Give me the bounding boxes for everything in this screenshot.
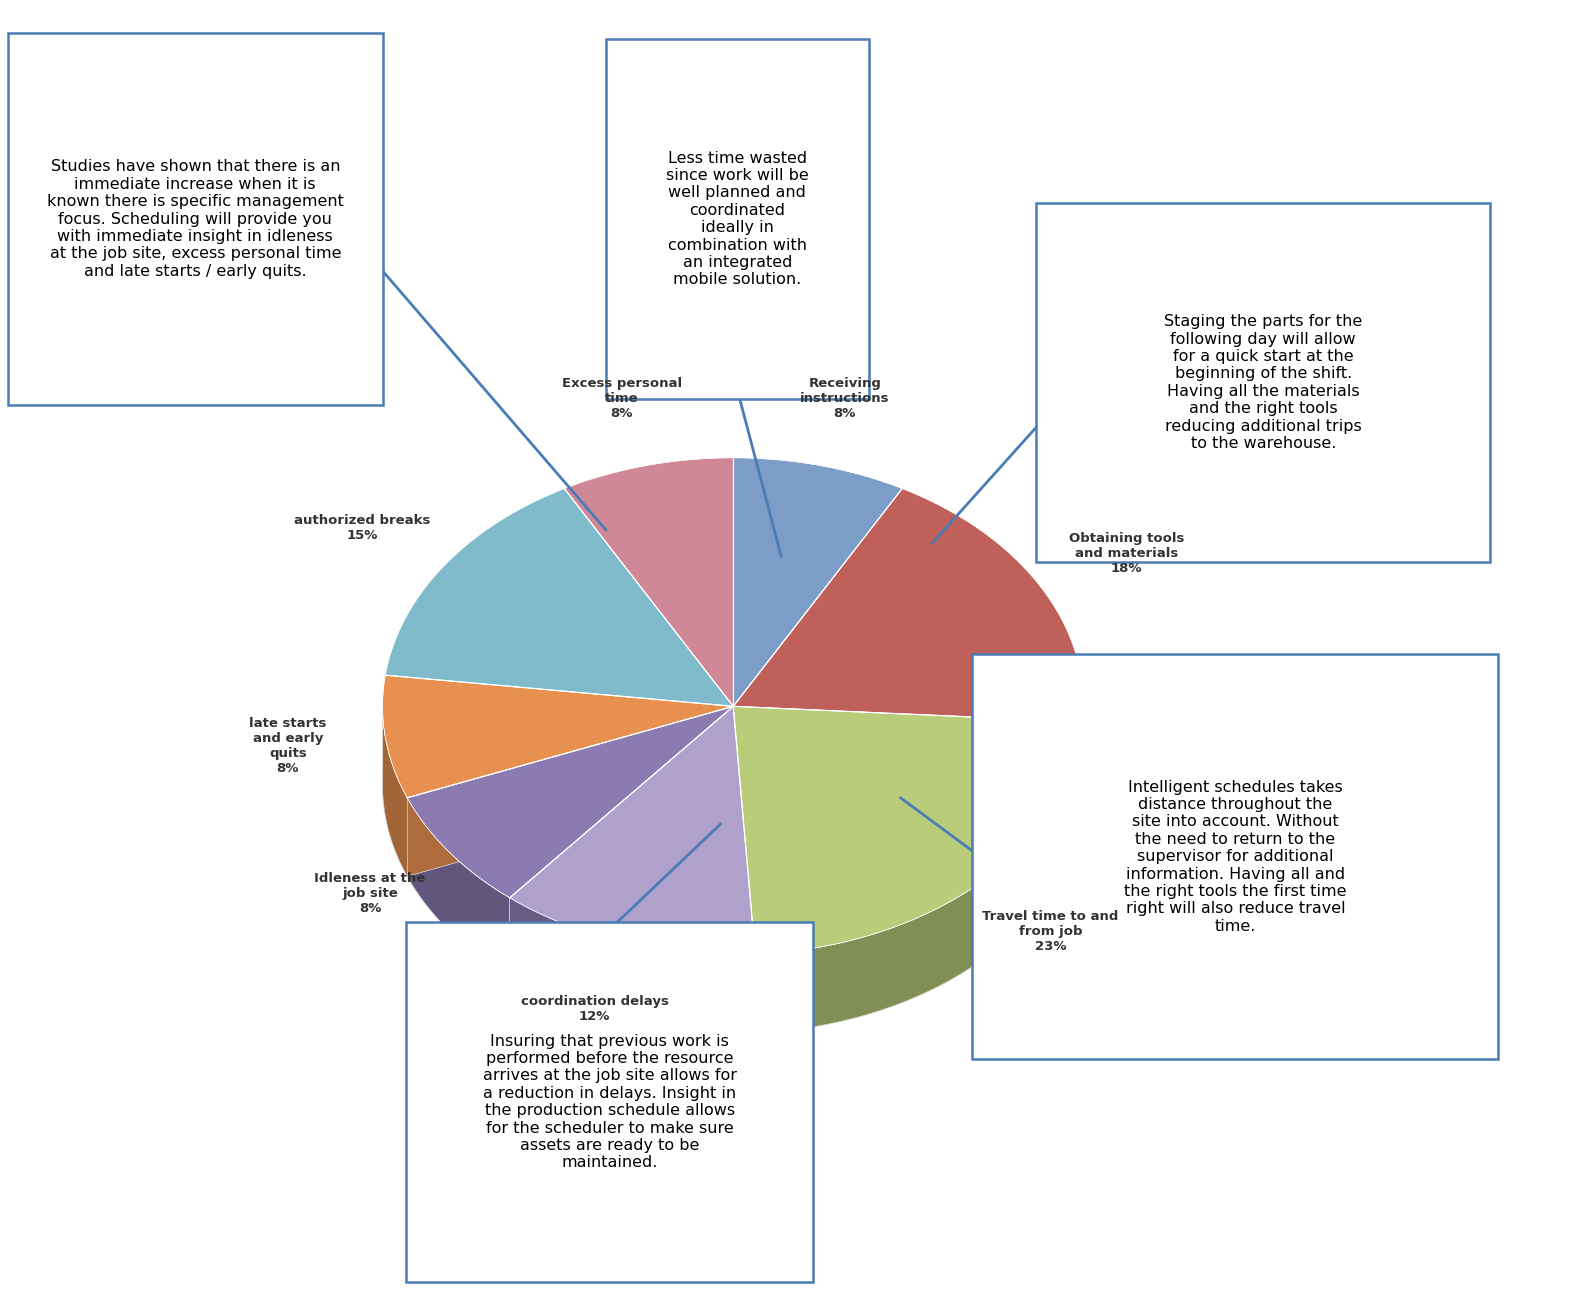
Point xyxy=(1035,411,1054,426)
Text: Excess personal
time
8%: Excess personal time 8% xyxy=(561,377,682,420)
FancyBboxPatch shape xyxy=(406,922,813,1282)
Line: 2 pts: 2 pts xyxy=(611,824,720,929)
Polygon shape xyxy=(733,489,1084,722)
Text: Staging the parts for the
following day will allow
for a quick start at the
begi: Staging the parts for the following day … xyxy=(1164,314,1363,451)
Polygon shape xyxy=(733,706,756,1033)
Polygon shape xyxy=(383,675,733,798)
Point xyxy=(601,921,620,937)
Text: coordination delays
12%: coordination delays 12% xyxy=(521,995,668,1023)
Text: Idleness at the
job site
8%: Idleness at the job site 8% xyxy=(314,872,426,914)
Polygon shape xyxy=(406,706,733,897)
Ellipse shape xyxy=(383,536,1084,1033)
Line: 2 pts: 2 pts xyxy=(738,392,781,556)
Point xyxy=(891,790,910,806)
Text: Intelligent schedules takes
distance throughout the
site into account. Without
t: Intelligent schedules takes distance thr… xyxy=(1124,780,1347,934)
Polygon shape xyxy=(386,489,733,706)
Polygon shape xyxy=(733,706,1084,955)
Point xyxy=(596,522,615,538)
Polygon shape xyxy=(383,706,406,876)
Polygon shape xyxy=(510,706,756,955)
FancyBboxPatch shape xyxy=(972,654,1498,1059)
Point xyxy=(711,816,730,832)
Text: Receiving
instructions
8%: Receiving instructions 8% xyxy=(800,377,889,420)
Text: Less time wasted
since work will be
well planned and
coordinated
ideally in
comb: Less time wasted since work will be well… xyxy=(666,150,808,288)
Polygon shape xyxy=(406,798,510,976)
Line: 2 pts: 2 pts xyxy=(901,798,980,857)
Text: late starts
and early
quits
8%: late starts and early quits 8% xyxy=(249,717,327,776)
Polygon shape xyxy=(406,706,733,876)
Polygon shape xyxy=(733,706,756,1033)
Text: authorized breaks
15%: authorized breaks 15% xyxy=(293,514,430,542)
FancyBboxPatch shape xyxy=(8,33,383,405)
Point xyxy=(971,849,990,865)
Polygon shape xyxy=(733,706,1084,800)
Text: Travel time to and
from job
23%: Travel time to and from job 23% xyxy=(982,910,1119,952)
Text: Obtaining tools
and materials
18%: Obtaining tools and materials 18% xyxy=(1070,531,1184,574)
Point xyxy=(365,254,384,269)
Point xyxy=(771,548,791,564)
Polygon shape xyxy=(564,458,733,706)
Point xyxy=(923,535,942,551)
Text: Insuring that previous work is
performed before the resource
arrives at the job : Insuring that previous work is performed… xyxy=(483,1033,736,1171)
Polygon shape xyxy=(756,722,1084,1033)
Text: Studies have shown that there is an
immediate increase when it is
known there is: Studies have shown that there is an imme… xyxy=(46,160,344,279)
Polygon shape xyxy=(510,706,733,976)
Line: 2 pts: 2 pts xyxy=(932,419,1044,543)
Polygon shape xyxy=(733,706,1084,800)
Polygon shape xyxy=(733,458,902,706)
Polygon shape xyxy=(406,706,733,876)
FancyBboxPatch shape xyxy=(606,39,869,399)
Polygon shape xyxy=(510,897,756,1033)
FancyBboxPatch shape xyxy=(1036,203,1490,562)
Polygon shape xyxy=(510,706,733,976)
Point xyxy=(728,385,748,400)
Line: 2 pts: 2 pts xyxy=(375,262,606,530)
